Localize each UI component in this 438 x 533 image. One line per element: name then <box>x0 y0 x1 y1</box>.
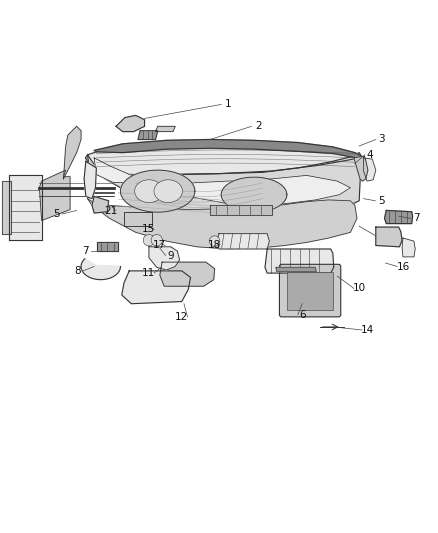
Polygon shape <box>138 131 158 140</box>
Text: 18: 18 <box>208 240 221 249</box>
Polygon shape <box>385 211 413 223</box>
Polygon shape <box>276 268 316 272</box>
Text: 5: 5 <box>378 196 385 206</box>
Text: 17: 17 <box>153 240 166 251</box>
Polygon shape <box>155 126 175 132</box>
Polygon shape <box>364 158 376 181</box>
Polygon shape <box>84 161 96 199</box>
Text: 7: 7 <box>82 246 89 256</box>
Text: 7: 7 <box>413 213 420 223</box>
Polygon shape <box>39 170 70 221</box>
Text: 21: 21 <box>104 206 117 216</box>
Polygon shape <box>354 156 368 181</box>
Text: 6: 6 <box>299 310 306 320</box>
Text: 1: 1 <box>224 100 231 109</box>
Text: 4: 4 <box>367 150 374 160</box>
FancyBboxPatch shape <box>279 264 341 317</box>
Text: 2: 2 <box>255 122 262 131</box>
Polygon shape <box>217 233 269 249</box>
Polygon shape <box>376 227 402 247</box>
Bar <box>287 272 333 310</box>
Polygon shape <box>81 259 120 280</box>
Bar <box>124 212 152 226</box>
Polygon shape <box>85 152 361 219</box>
Polygon shape <box>402 238 415 257</box>
Text: 10: 10 <box>353 284 366 293</box>
Text: 14: 14 <box>361 325 374 335</box>
Polygon shape <box>94 140 361 158</box>
Text: 9: 9 <box>167 251 174 261</box>
Polygon shape <box>94 158 350 205</box>
Polygon shape <box>88 141 361 175</box>
Text: 15: 15 <box>142 224 155 235</box>
Circle shape <box>151 235 162 246</box>
Polygon shape <box>265 249 334 273</box>
Text: 11: 11 <box>142 268 155 278</box>
Polygon shape <box>64 126 81 179</box>
Polygon shape <box>2 181 11 233</box>
Text: 16: 16 <box>396 262 410 271</box>
Polygon shape <box>160 262 215 286</box>
Polygon shape <box>149 247 180 270</box>
Polygon shape <box>122 271 191 304</box>
Text: 5: 5 <box>53 209 60 219</box>
Polygon shape <box>92 197 109 213</box>
Polygon shape <box>88 199 357 249</box>
Polygon shape <box>221 177 287 212</box>
Ellipse shape <box>154 180 183 203</box>
Polygon shape <box>116 115 145 132</box>
Polygon shape <box>120 170 195 212</box>
Text: 12: 12 <box>175 312 188 322</box>
Ellipse shape <box>135 180 163 203</box>
Text: 8: 8 <box>74 266 81 276</box>
Polygon shape <box>210 205 272 215</box>
Polygon shape <box>97 243 118 251</box>
Text: 3: 3 <box>378 134 385 144</box>
Circle shape <box>143 235 155 246</box>
Circle shape <box>209 236 220 246</box>
Polygon shape <box>9 174 42 240</box>
